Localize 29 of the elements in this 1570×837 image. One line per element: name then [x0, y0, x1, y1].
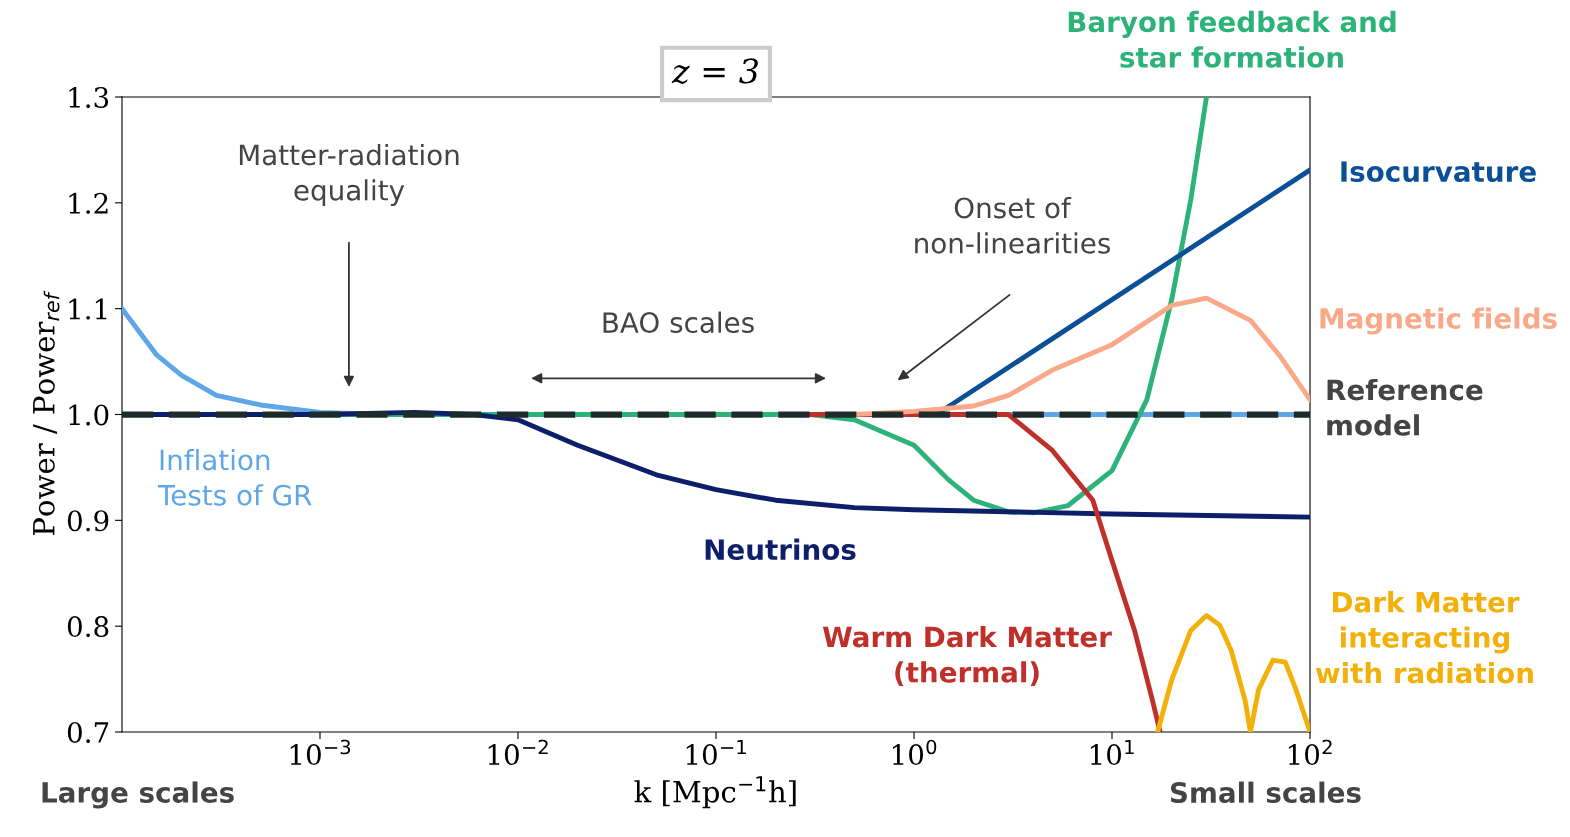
annotation: Matter-radiation equality — [239, 143, 459, 207]
x-tick-label: 10$^{−1}$ — [686, 739, 746, 766]
series-label: Reference model — [1327, 378, 1483, 436]
y-tick-label: 1.0 — [69, 404, 109, 426]
text: Large scales — [42, 781, 234, 809]
series-label: Magnetic fields — [1320, 307, 1557, 335]
series-label: Warm Dark Matter (thermal) — [822, 625, 1112, 686]
x-tick-label: 10$^{1}$ — [1090, 739, 1134, 766]
y-tick-label: 0.8 — [67, 616, 109, 638]
chart-title: z = 3 — [671, 58, 758, 84]
x-axis-title: k [Mpc$^{−1}$h] — [634, 776, 796, 809]
text: Baryon feedback and star formation — [1068, 10, 1396, 68]
series-label: Inflation Tests of GR — [157, 448, 312, 506]
x-tick-label: 10$^{−2}$ — [488, 739, 548, 766]
y-tick-label: 1.3 — [69, 86, 109, 108]
y-tick-label: 0.7 — [67, 721, 109, 743]
x-tick-label: 10$^{0}$ — [892, 739, 937, 766]
series-label: Isocurvature — [1341, 161, 1536, 183]
y-tick-label: 0.9 — [67, 510, 109, 532]
x-tick-label: 10$^{2}$ — [1288, 739, 1332, 766]
annotation: BAO scales — [603, 311, 754, 334]
y-tick-label: 1.2 — [69, 192, 108, 214]
x-tick-label: 10$^{−3}$ — [290, 739, 351, 766]
annotation: Onset of non-linearities — [915, 196, 1110, 254]
y-axis-title: Power / Power$_{ref}$ — [33, 290, 60, 536]
y-tick-label: 1.1 — [69, 298, 107, 320]
series-label: Dark Matter interacting with radiation — [1315, 591, 1533, 684]
series-label: Neutrinos — [705, 538, 856, 561]
text: Small scales — [1170, 781, 1361, 804]
